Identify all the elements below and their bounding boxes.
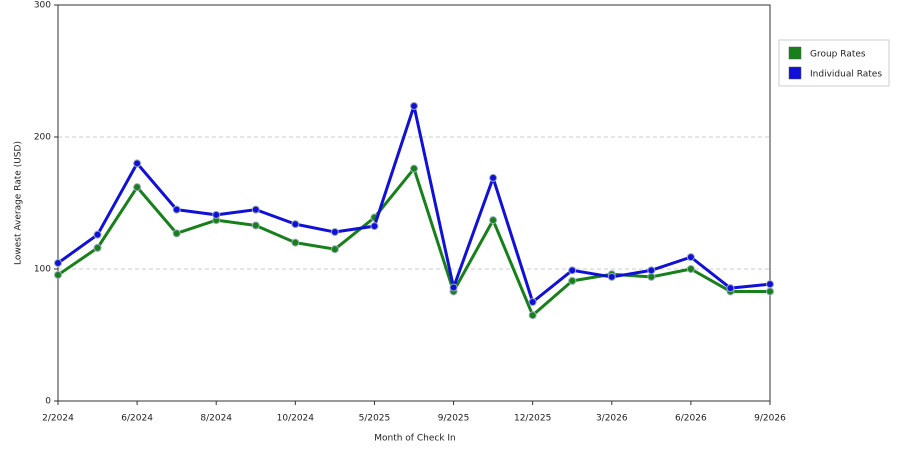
x-tick-label: 10/2024 xyxy=(277,414,315,424)
data-point xyxy=(93,230,102,239)
y-tick-label: 0 xyxy=(45,397,51,407)
y-tick-label: 300 xyxy=(34,1,51,11)
data-point xyxy=(766,287,774,296)
data-point xyxy=(726,284,735,293)
plot-frame xyxy=(57,4,771,402)
legend-label: Group Rates xyxy=(810,50,866,60)
data-point xyxy=(251,205,260,214)
x-tick-label: 5/2025 xyxy=(359,414,391,424)
x-tick-label: 8/2024 xyxy=(200,414,232,424)
data-point xyxy=(370,222,379,231)
data-point xyxy=(93,243,102,252)
data-point xyxy=(54,259,62,268)
data-point xyxy=(489,216,498,225)
data-point xyxy=(686,265,695,273)
x-tick-label: 3/2026 xyxy=(596,414,628,424)
legend-label: Individual Rates xyxy=(810,70,882,80)
x-tick-label: 9/2025 xyxy=(438,414,470,424)
y-axis-title: Lowest Average Rate (USD) xyxy=(14,141,24,265)
data-point xyxy=(251,221,260,230)
data-point xyxy=(766,280,774,289)
data-point xyxy=(528,298,537,306)
data-point xyxy=(330,228,339,237)
data-point xyxy=(607,272,616,281)
data-point xyxy=(647,266,656,275)
y-tick-label: 200 xyxy=(34,133,51,143)
data-point xyxy=(568,276,577,285)
data-point xyxy=(489,173,498,182)
data-point xyxy=(172,205,181,214)
data-point xyxy=(449,283,458,292)
x-tick-label: 6/2026 xyxy=(675,414,707,424)
data-point xyxy=(568,266,577,275)
data-point xyxy=(330,245,339,254)
data-point xyxy=(410,164,418,173)
data-point xyxy=(133,159,142,168)
data-point xyxy=(133,183,142,192)
series-line xyxy=(57,167,770,317)
x-axis-title: Month of Check In xyxy=(374,434,456,444)
data-point xyxy=(686,253,695,262)
x-tick-label: 2/2024 xyxy=(42,414,74,424)
data-point xyxy=(212,210,221,219)
legend-swatch xyxy=(788,66,802,80)
x-tick-label: 6/2024 xyxy=(121,414,153,424)
data-point xyxy=(54,270,62,279)
data-point xyxy=(291,220,300,229)
data-point xyxy=(291,238,300,247)
y-tick-label: 100 xyxy=(34,265,51,275)
legend-swatch xyxy=(788,46,802,60)
series-line xyxy=(57,104,771,304)
data-point xyxy=(647,272,656,281)
data-point xyxy=(528,311,537,320)
data-point xyxy=(172,229,181,238)
x-tick-label: 12/2025 xyxy=(514,414,551,424)
x-tick-label: 9/2026 xyxy=(754,414,786,424)
data-point xyxy=(410,101,418,110)
